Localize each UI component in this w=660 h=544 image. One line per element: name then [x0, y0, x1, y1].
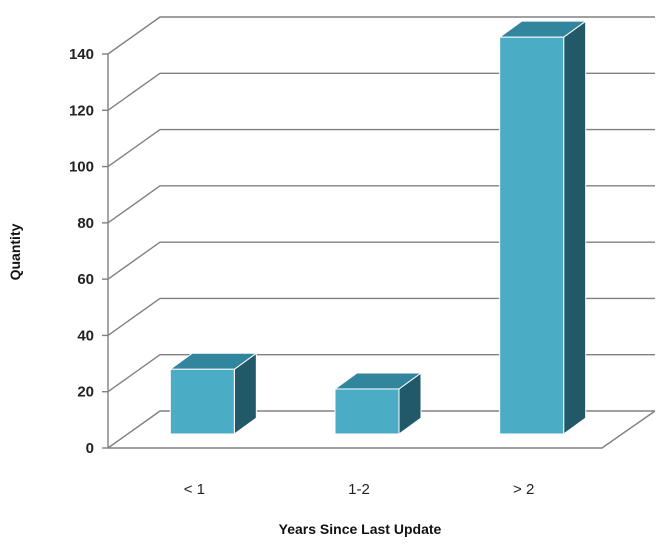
bar-1-front — [169, 368, 235, 435]
x-tick-label-2: 1-2 — [348, 481, 370, 498]
gridline-120 — [107, 72, 655, 111]
y-tick-label-140: 140 — [69, 46, 94, 63]
gridlines — [107, 16, 655, 449]
floor-edge — [108, 410, 656, 449]
axes — [102, 53, 656, 449]
y-tick-label-20: 20 — [77, 384, 94, 401]
y-tick-label-60: 60 — [77, 271, 94, 288]
bar-1 — [168, 352, 258, 435]
gridline-80 — [107, 185, 655, 224]
gridline-100 — [107, 128, 655, 168]
y-tick-label-40: 40 — [77, 327, 94, 344]
bar-2 — [333, 371, 423, 435]
y-axis-title: Quantity — [7, 223, 23, 280]
gridline-140 — [107, 16, 655, 55]
bar-3-front — [499, 36, 565, 435]
y-tick-label-80: 80 — [77, 215, 94, 232]
bar-2-front — [334, 388, 400, 435]
gridline-0 — [107, 410, 655, 449]
gridline-20 — [107, 354, 655, 393]
gridline-60 — [107, 241, 655, 280]
bar-3 — [498, 20, 588, 435]
tick-labels: 0 20 40 60 80 100 120 140 < 1 1-2 > 2 — [69, 46, 534, 498]
y-tick-label-0: 0 — [86, 440, 94, 457]
y-tick-label-100: 100 — [69, 159, 94, 176]
y-tick-label-120: 120 — [69, 102, 94, 119]
x-tick-label-1: < 1 — [184, 481, 205, 498]
bar-3-side — [563, 20, 587, 435]
bars — [168, 20, 588, 435]
x-axis-title: Years Since Last Update — [279, 521, 442, 537]
x-tick-label-3: > 2 — [513, 481, 534, 498]
gridline-40 — [107, 297, 655, 336]
